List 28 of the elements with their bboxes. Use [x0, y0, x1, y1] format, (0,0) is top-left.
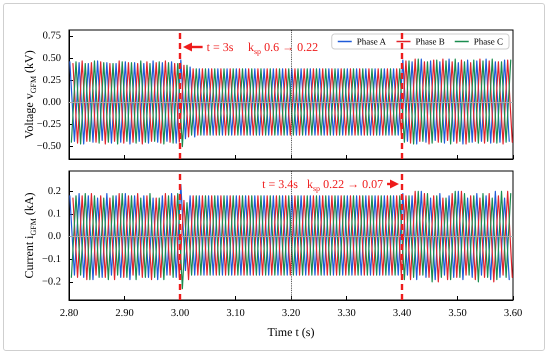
x-tick-label: 3.30	[337, 308, 356, 319]
x-tick-label: 3.40	[392, 308, 412, 319]
x-tick-label: 3.00	[170, 308, 190, 319]
x-tick-label: 3.50	[448, 308, 467, 319]
annotation: t = 3s	[206, 40, 234, 54]
x-tick-label: 3.10	[226, 308, 245, 319]
y-tick-label: −0.1	[42, 254, 61, 265]
y-tick-label: −0.2	[42, 276, 61, 288]
y-tick-label: 0.50	[42, 52, 61, 64]
annotation: k$_{sp}$ 0.6 → 0.22	[248, 40, 318, 56]
y-tick-label: 0.75	[42, 30, 61, 42]
legend-label: Phase B	[416, 36, 445, 46]
y-tick-label: 0.25	[42, 74, 61, 86]
y-tick-label: 0.0	[48, 231, 61, 242]
legend-label: Phase A	[356, 36, 387, 46]
y-tick-label: 0.2	[48, 186, 61, 197]
y-tick-label: −0.25	[36, 119, 61, 130]
x-tick-label: 2.90	[115, 308, 134, 319]
y-tick-label: 0.00	[42, 96, 61, 108]
annotation: k$_{sp}$ 0.22 → 0.07	[306, 177, 384, 193]
x-axis-title: Time t (s)	[268, 325, 314, 339]
annotation: t = 3.4s	[262, 177, 298, 191]
y-tick-label: 0.1	[48, 208, 61, 220]
y-tick-label: −0.50	[36, 141, 61, 152]
x-tick-label: 3.20	[282, 308, 300, 319]
x-tick-label: 3.60	[504, 308, 522, 319]
legend-label: Phase C	[474, 36, 503, 46]
x-tick-label: 2.80	[60, 308, 78, 319]
